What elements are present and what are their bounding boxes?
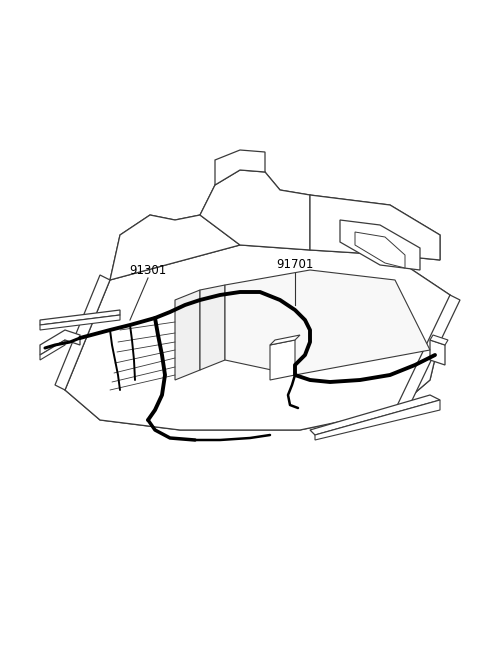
Polygon shape: [430, 335, 448, 345]
Polygon shape: [310, 195, 440, 260]
Text: 91301: 91301: [130, 263, 167, 276]
Polygon shape: [175, 290, 200, 380]
Polygon shape: [200, 285, 225, 370]
Polygon shape: [65, 245, 450, 430]
Polygon shape: [270, 340, 295, 380]
Polygon shape: [40, 330, 80, 355]
Polygon shape: [110, 215, 240, 280]
Polygon shape: [340, 220, 420, 270]
Polygon shape: [310, 395, 440, 435]
Polygon shape: [225, 270, 430, 375]
Polygon shape: [40, 315, 120, 330]
Polygon shape: [215, 150, 265, 185]
Polygon shape: [65, 245, 450, 430]
Polygon shape: [355, 232, 405, 268]
Polygon shape: [395, 295, 460, 415]
Polygon shape: [315, 400, 440, 440]
Polygon shape: [40, 340, 65, 360]
Polygon shape: [430, 340, 445, 365]
Polygon shape: [40, 310, 120, 325]
Text: 91701: 91701: [276, 259, 314, 272]
Polygon shape: [310, 195, 440, 260]
Polygon shape: [110, 215, 240, 280]
Polygon shape: [55, 275, 110, 390]
Polygon shape: [200, 170, 310, 250]
Polygon shape: [270, 335, 300, 345]
Polygon shape: [200, 170, 310, 250]
